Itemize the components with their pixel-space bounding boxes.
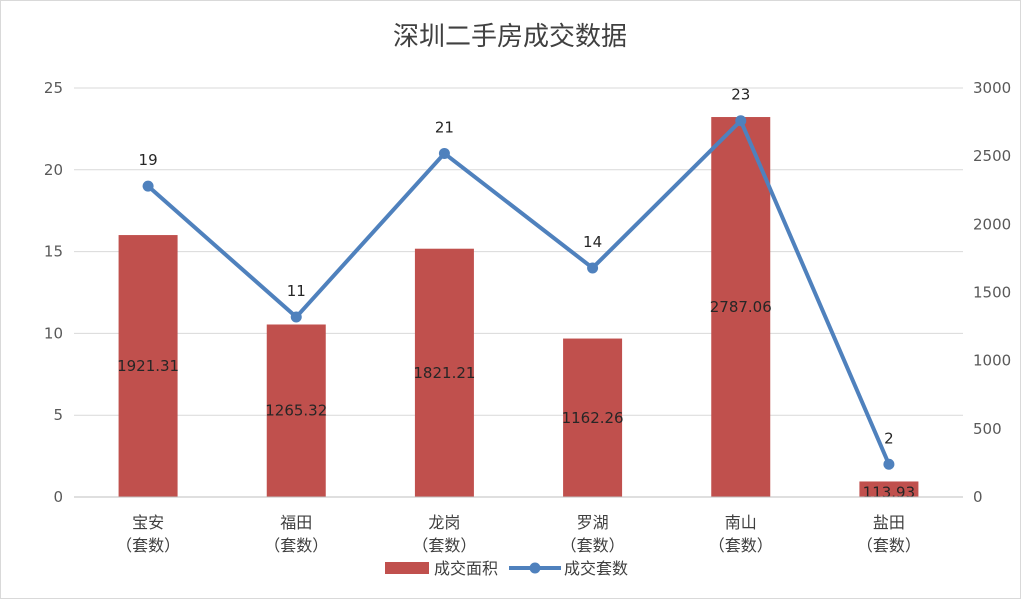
line-point <box>142 180 154 192</box>
right-tick-label: 2000 <box>973 215 1011 233</box>
right-tick-label: 2500 <box>973 147 1011 165</box>
bar-data-label: 1821.21 <box>413 364 475 382</box>
legend-label-bar: 成交面积 <box>434 559 498 578</box>
bar <box>118 235 178 497</box>
right-tick-label: 0 <box>973 488 983 506</box>
x-tick-sublabel: （套数） <box>857 536 921 555</box>
line-data-label: 23 <box>731 86 750 104</box>
bar <box>563 338 623 497</box>
line-point <box>438 147 450 159</box>
legend-swatch-marker <box>529 562 541 574</box>
x-tick-label: 盐田 <box>873 513 905 532</box>
bar-data-label: 2787.06 <box>710 298 772 316</box>
x-tick-label: 南山 <box>725 513 757 532</box>
bar <box>266 324 326 497</box>
left-y-axis: 0 5 10 15 20 25 <box>44 79 63 506</box>
legend-label-line: 成交套数 <box>564 559 628 578</box>
line-point <box>735 115 747 127</box>
bar <box>711 117 771 497</box>
x-axis: 宝安 （套数） 福田 （套数） 龙岗 （套数） 罗湖 （套数） 南山 （套数） 盐田 （套数） <box>74 496 963 555</box>
line-series <box>142 115 895 470</box>
line-point <box>290 311 302 323</box>
line-data-label: 19 <box>139 151 158 169</box>
left-tick-label: 15 <box>44 243 63 261</box>
line-data-label: 11 <box>287 282 306 300</box>
legend-swatch-bar <box>385 562 429 574</box>
series-line <box>146 118 891 466</box>
chart-title: 深圳二手房成交数据 <box>393 22 627 52</box>
right-tick-label: 500 <box>973 420 1002 438</box>
right-tick-label: 1500 <box>973 284 1011 302</box>
left-tick-label: 20 <box>44 161 63 179</box>
right-tick-label: 3000 <box>973 79 1011 97</box>
line-data-label: 2 <box>884 429 894 447</box>
bar <box>859 481 919 497</box>
x-tick-sublabel: （套数） <box>116 536 180 555</box>
x-tick-sublabel: （套数） <box>709 536 773 555</box>
legend: 成交面积 成交套数 <box>385 559 628 578</box>
x-tick-sublabel: （套数） <box>412 536 476 555</box>
left-tick-label: 25 <box>44 79 63 97</box>
line-data-labels: 19 11 21 14 23 2 <box>139 86 894 448</box>
x-tick-sublabel: （套数） <box>561 536 625 555</box>
x-tick-label: 福田 <box>280 513 312 532</box>
line-data-label: 14 <box>583 233 602 251</box>
bar-data-label: 1265.32 <box>265 402 327 420</box>
left-tick-label: 10 <box>44 324 63 342</box>
bar-data-labels: 1921.31 1265.32 1821.21 1162.26 2787.06 113.9… <box>117 298 915 501</box>
x-tick-label: 宝安 <box>132 513 164 532</box>
x-tick-sublabel: （套数） <box>264 536 328 555</box>
line-point <box>883 458 895 470</box>
x-tick-label: 龙岗 <box>428 513 460 532</box>
line-point <box>587 262 599 274</box>
bar-series <box>118 117 919 497</box>
right-tick-label: 1000 <box>973 352 1011 370</box>
line-data-label: 21 <box>435 118 454 136</box>
bar-data-label: 1162.26 <box>562 409 624 427</box>
right-y-axis: 0 500 1000 1500 2000 2500 3000 <box>973 79 1011 506</box>
bar-data-label: 1921.31 <box>117 357 179 375</box>
bar <box>414 248 474 497</box>
bar-data-label: 113.93 <box>863 483 916 501</box>
gridlines <box>74 87 963 498</box>
left-tick-label: 5 <box>53 406 63 424</box>
left-tick-label: 0 <box>53 488 63 506</box>
x-tick-label: 罗湖 <box>577 513 609 532</box>
